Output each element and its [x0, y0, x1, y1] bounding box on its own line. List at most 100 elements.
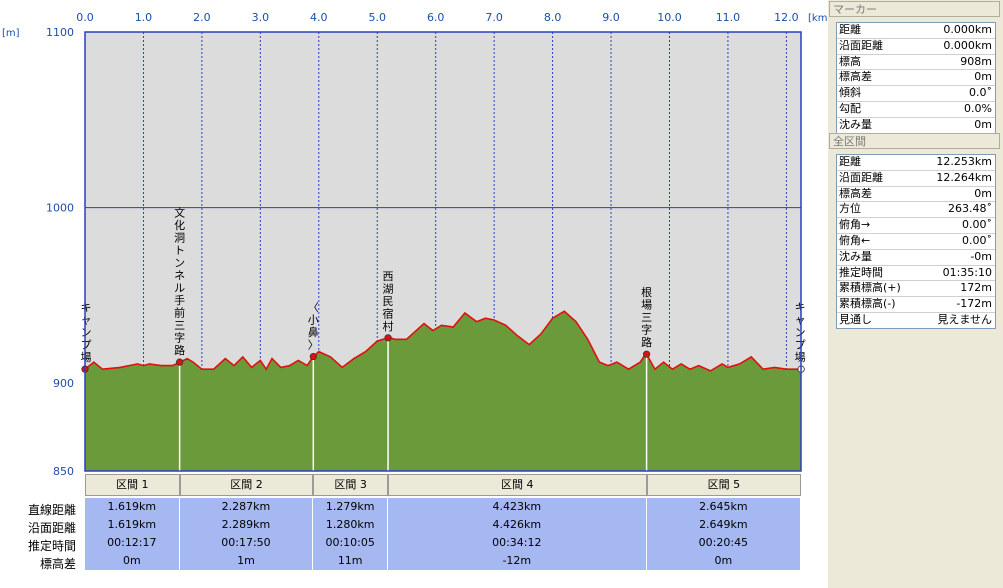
section-cell-time: 00:34:12 — [492, 536, 542, 549]
profile-area — [84, 310, 801, 471]
y-tick-label: 900 — [53, 377, 74, 390]
x-axis-unit: [km] — [808, 13, 828, 24]
panel-row-label: 推定時間 — [839, 265, 883, 279]
section-cell-surface: 1.280km — [325, 518, 375, 531]
section-cell-elev: 1m — [237, 554, 255, 567]
section-cell-elev: 0m — [714, 554, 733, 567]
panel-row-value: 0.0˚ — [969, 86, 992, 100]
panel-row: 見通し 見えません — [837, 313, 995, 328]
marker-title: マーカー — [829, 1, 1000, 17]
panel-row-value: 0.000km — [943, 38, 992, 52]
panel-row: 沈み量 -0m — [837, 250, 995, 266]
y-axis-ticks: 850 900 1000 1100 — [46, 26, 74, 478]
panel-row-value: 見えません — [937, 312, 992, 326]
section-cell-surface: 2.289km — [221, 518, 271, 531]
row-label-time: 推定時間 — [27, 539, 76, 553]
section-cell-surface: 4.426km — [492, 518, 542, 531]
panel-row-value: 0m — [974, 117, 992, 131]
panel-row: 傾斜 0.0˚ — [837, 86, 995, 102]
panel-row-label: 累積標高(-) — [839, 297, 896, 311]
section-column: 1.619km 1.619km 00:12:17 0m — [85, 498, 180, 570]
waypoint-label: キャンプ場 — [795, 301, 806, 364]
panel-row-value: 0m — [974, 70, 992, 84]
panel-row-value: 0.0% — [964, 101, 992, 115]
panel-row-label: 見通し — [839, 312, 872, 326]
row-label-straight: 直線距離 — [27, 503, 76, 517]
panel-row-label: 沿面距離 — [839, 170, 883, 184]
marker-table: 距離 0.000km 沿面距離 0.000km 標高 908m 標高差 0m 傾斜 0.0˚ 勾配 0… — [836, 22, 996, 134]
section-cell-straight: 2.645km — [699, 500, 748, 513]
panel-row: 推定時間 01:35:10 — [837, 266, 995, 282]
waypoint-marker — [384, 334, 392, 342]
panel-row-label: 勾配 — [839, 101, 861, 115]
section-cell-straight: 1.279km — [325, 500, 375, 513]
section-cell-elev: -12m — [502, 554, 532, 567]
section-cell-time: 00:10:05 — [325, 536, 375, 549]
profile-line — [84, 310, 801, 372]
panel-row: 累積標高(-) -172m — [837, 297, 995, 313]
x-tick-label: 0.0 — [76, 11, 94, 24]
section-cell-elev: 0m — [122, 554, 141, 567]
panel-row-value: 0.00˚ — [962, 218, 992, 232]
panel-row: 標高差 0m — [837, 70, 995, 87]
panel-row-label: 標高差 — [839, 186, 872, 200]
waypoint-marker — [309, 352, 317, 361]
section-column: 2.645km 2.649km 00:20:45 0m — [646, 498, 802, 570]
panel-row-label: 方位 — [839, 202, 861, 216]
elevation-profile-chart[interactable]: キャンプ場 文化洞トンネル手前三字路〈小鼻〉 西湖民宿村 根場三字路 キャンプ場 0.0… — [0, 0, 828, 588]
panel-row-value: 0.000km — [943, 23, 992, 36]
section-cell-time: 00:17:50 — [221, 536, 271, 549]
waypoint-label: キャンプ場 — [81, 301, 92, 364]
waypoint-marker — [642, 350, 651, 358]
panel-row: 沿面距離 12.264km — [837, 171, 995, 187]
x-axis-ticks: 0.0 1.0 2.0 3.0 4.0 5.0 6.0 7.0 8.0 9.0 10.0 11.0 12… — [76, 11, 798, 24]
panel-row: 沈み量 0m — [837, 118, 995, 133]
x-tick-label: 1.0 — [135, 11, 153, 24]
section-cell-time: 00:20:45 — [698, 536, 749, 549]
x-tick-label: 2.0 — [193, 11, 211, 24]
panel-row-label: 俯角→ — [839, 218, 871, 232]
y-tick-label: 1100 — [46, 26, 74, 39]
panel-row-value: 172m — [960, 281, 992, 295]
panel-row-value: 0m — [974, 186, 992, 200]
x-tick-label: 3.0 — [252, 11, 270, 24]
x-tick-label: 4.0 — [310, 11, 328, 24]
plot-frame — [84, 31, 802, 472]
panel-row-value: 12.264km — [936, 170, 992, 184]
panel-row: 俯角← 0.00˚ — [837, 234, 995, 250]
x-tick-label: 12.0 — [774, 11, 799, 24]
waypoint-marker — [176, 358, 184, 366]
panel-row: 距離 12.253km — [837, 155, 995, 171]
panel-row-label: 累積標高(+) — [839, 281, 901, 295]
panel-row-label: 標高差 — [839, 70, 872, 84]
info-panel: マーカー 距離 0.000km 沿面距離 0.000km 標高 908m 標高差 0m 傾斜 0.… — [828, 0, 1003, 588]
x-tick-label: 6.0 — [427, 11, 445, 24]
x-tick-label: 10.0 — [657, 11, 682, 24]
waypoint-label: 西湖民宿村 — [383, 270, 394, 333]
section-header[interactable]: 区間 1 — [85, 474, 180, 496]
panel-row-value: 0.00˚ — [962, 233, 992, 247]
panel-row-label: 傾斜 — [839, 86, 861, 100]
x-tick-label: 11.0 — [716, 11, 741, 24]
section-column: 1.279km 1.280km 00:10:05 11m — [313, 498, 389, 570]
panel-row-value: 01:35:10 — [942, 265, 992, 279]
panel-row-label: 標高 — [839, 54, 861, 68]
panel-row-value: -0m — [970, 249, 992, 263]
waypoint-label: 根場三字路 — [641, 285, 652, 349]
panel-row-value: 908m — [960, 54, 992, 68]
x-tick-label: 9.0 — [602, 11, 620, 24]
total-title: 全区間 — [829, 133, 1000, 149]
section-header[interactable]: 区間 4 — [388, 474, 647, 496]
panel-row-label: 沈み量 — [839, 249, 872, 263]
panel-row-value: -172m — [956, 297, 992, 311]
panel-row-value: 263.48˚ — [948, 202, 992, 216]
panel-row: 距離 0.000km — [837, 23, 995, 39]
section-header[interactable]: 区間 3 — [313, 474, 389, 496]
section-header[interactable]: 区間 5 — [646, 474, 802, 496]
waypoint-label: 文化洞トンネル手前三字路 — [174, 206, 185, 357]
section-header[interactable]: 区間 2 — [179, 474, 314, 496]
section-cell-surface: 2.649km — [699, 518, 748, 531]
panel-row-value: 12.253km — [936, 155, 992, 168]
x-tick-label: 7.0 — [485, 11, 503, 24]
panel-row-label: 距離 — [839, 23, 861, 36]
